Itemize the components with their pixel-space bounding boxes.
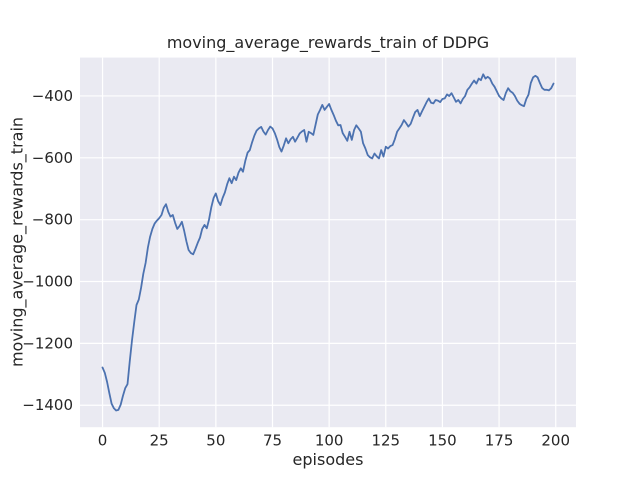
plot-area: [80, 57, 576, 428]
y-tick-label: −600: [32, 149, 73, 167]
x-tick-label: 0: [98, 432, 108, 450]
y-tick-label: −800: [32, 211, 73, 229]
y-tick-label: −1000: [22, 273, 73, 291]
x-tick-label: 125: [371, 432, 400, 450]
chart-title: moving_average_rewards_train of DDPG: [166, 33, 490, 52]
y-axis-label: moving_average_rewards_train: [7, 116, 27, 368]
y-tick-label: −1400: [22, 396, 73, 414]
x-tick-label: 200: [541, 432, 570, 450]
series-line: [101, 73, 555, 412]
x-tick-label: 25: [150, 432, 169, 450]
x-tick-label: 175: [485, 432, 514, 450]
y-tick-label: −1200: [22, 334, 73, 352]
x-tick-label: 150: [428, 432, 457, 450]
x-tick-label: 100: [315, 432, 344, 450]
x-axis-label: episodes: [292, 450, 364, 469]
x-tick-label: 50: [206, 432, 225, 450]
y-tick-label: −400: [32, 87, 73, 105]
x-tick-label: 75: [263, 432, 282, 450]
